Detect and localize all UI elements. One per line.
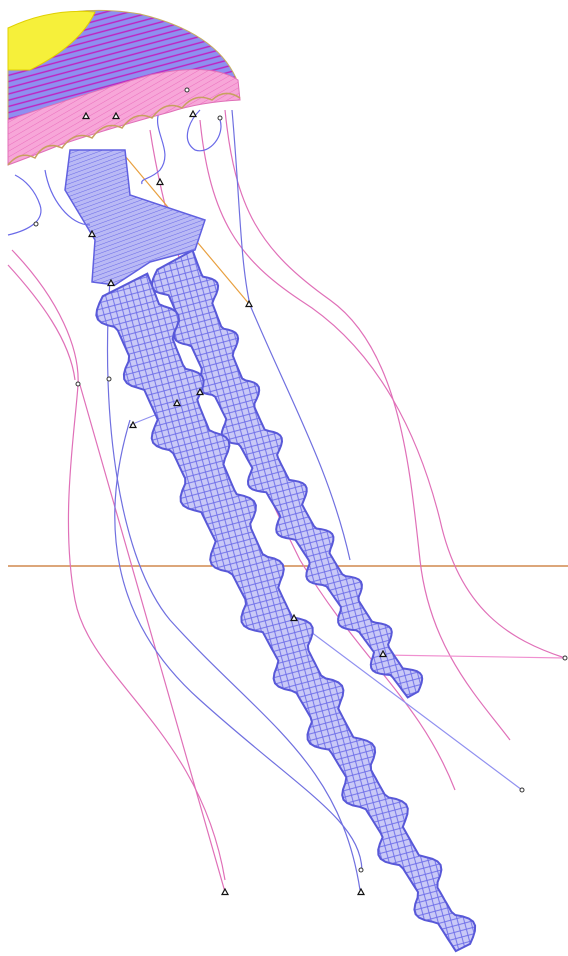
thread	[114, 419, 363, 871]
thread	[294, 619, 523, 791]
thread	[79, 384, 226, 893]
node-point	[33, 221, 39, 227]
node-point	[519, 787, 525, 793]
node-triangle	[87, 229, 97, 238]
thread	[382, 654, 566, 659]
curl	[44, 169, 91, 226]
node-point	[75, 381, 81, 387]
arm-base	[64, 149, 206, 286]
bell-scallops	[7, 92, 241, 166]
node-point	[106, 376, 112, 382]
node-triangle	[111, 111, 121, 120]
thread	[106, 279, 361, 891]
node-triangle	[195, 387, 205, 396]
node-point	[358, 867, 364, 873]
node-triangle	[155, 177, 165, 186]
node-triangle	[378, 649, 388, 658]
node-point	[217, 115, 223, 121]
bell-highlight	[7, 10, 96, 71]
node-triangle	[128, 420, 138, 429]
bell-rim	[7, 69, 241, 166]
node-triangle	[106, 278, 116, 287]
node-triangle	[220, 887, 230, 896]
node-triangle	[81, 111, 91, 120]
node-point	[184, 87, 190, 93]
oral-arm	[95, 272, 477, 953]
node-triangle	[188, 109, 198, 118]
curl	[141, 109, 166, 185]
oral-arm	[151, 248, 424, 699]
curl	[7, 174, 42, 236]
node-triangle	[172, 398, 182, 407]
thread	[11, 249, 226, 881]
thread	[224, 109, 511, 741]
node-triangle	[289, 613, 299, 622]
node-triangle	[356, 887, 366, 896]
curl	[186, 109, 222, 152]
node-point	[562, 655, 568, 661]
markers	[33, 87, 568, 896]
node-triangle	[244, 299, 254, 308]
oral-arms	[95, 248, 477, 953]
thread	[7, 264, 76, 381]
